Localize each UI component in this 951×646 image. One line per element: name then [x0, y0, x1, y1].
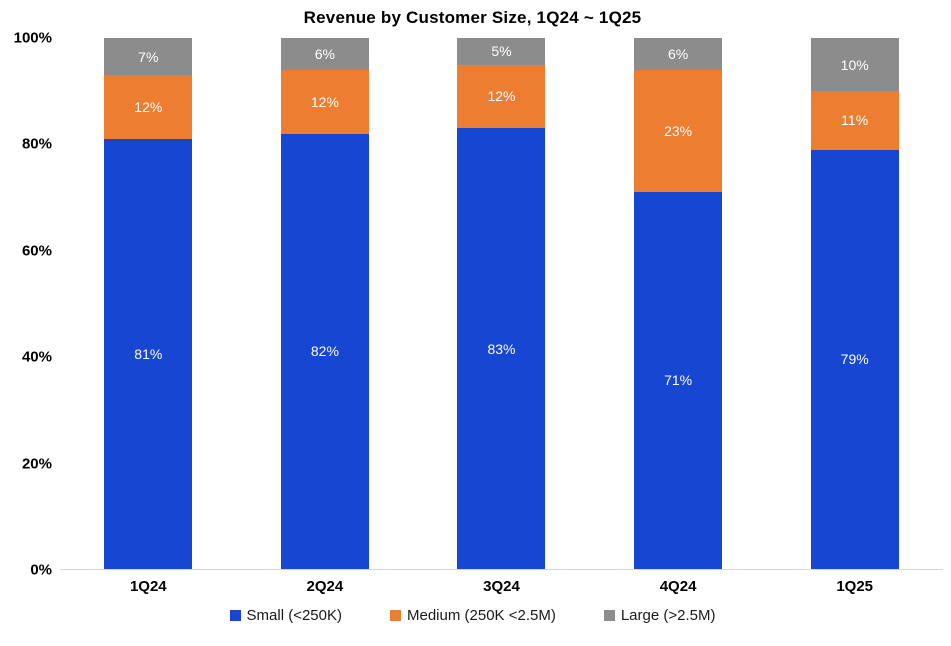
y-tick-label: 0% — [30, 561, 52, 579]
bar-segment: 6% — [280, 38, 369, 70]
bar-column-1q24: 7% 12% 81% — [60, 38, 237, 569]
segment-value-label: 10% — [840, 56, 869, 73]
bar-segment: 12% — [280, 69, 369, 134]
segment-value-label: 12% — [134, 99, 163, 116]
bar-column-2q24: 6% 12% 82% — [237, 38, 414, 569]
bar-segment: 5% — [457, 38, 546, 65]
x-tick-label: 2Q24 — [306, 578, 344, 595]
y-axis: 0% 20% 40% 60% 80% 100% — [2, 30, 60, 579]
segment-value-label: 12% — [310, 93, 339, 110]
x-axis-labels: 1Q24 2Q24 3Q24 4Q24 1Q25 — [60, 578, 943, 595]
bar-segment: 10% — [810, 38, 899, 92]
bar-segment: 79% — [810, 149, 899, 569]
segment-value-label: 23% — [664, 122, 693, 139]
bar-segment: 7% — [104, 38, 193, 76]
segment-value-label: 83% — [487, 340, 516, 357]
bar-segment: 71% — [634, 191, 723, 569]
legend-item: Medium (250K <2.5M) — [390, 607, 556, 624]
x-tick-label: 1Q24 — [129, 578, 167, 595]
legend-label: Large (>2.5M) — [620, 607, 716, 624]
legend-swatch-icon — [390, 610, 401, 621]
x-axis: 1Q24 2Q24 3Q24 4Q24 1Q25 — [2, 578, 943, 595]
segment-value-label: 79% — [840, 351, 869, 368]
segment-value-label: 7% — [138, 48, 159, 65]
bar-segment: 12% — [104, 75, 193, 139]
segment-value-label: 12% — [487, 88, 516, 105]
y-tick-label: 60% — [21, 242, 52, 260]
bar-segment: 82% — [280, 133, 369, 569]
bar-segment: 6% — [634, 38, 723, 70]
plot-area: 7% 12% 81% 6% 12% 82% 5% 12% 83% 6% 23% 71% 10% 11% 79… — [60, 38, 943, 570]
y-tick-label: 80% — [21, 135, 52, 153]
legend-label: Small (<250K) — [246, 607, 342, 624]
legend-item: Small (<250K) — [229, 607, 342, 624]
legend-label: Medium (250K <2.5M) — [407, 607, 556, 624]
stacked-bar: 5% 12% 83% — [457, 38, 546, 569]
x-tick-label: 1Q25 — [836, 578, 874, 595]
stacked-bar: 6% 12% 82% — [280, 38, 369, 569]
chart-title: Revenue by Customer Size, 1Q24 ~ 1Q25 — [303, 8, 642, 27]
segment-value-label: 81% — [134, 345, 163, 362]
bar-segment: 23% — [634, 69, 723, 192]
plot-row: 0% 20% 40% 60% 80% 100% 7% 12% 81% 6% 12% 82% 5% 12%… — [2, 30, 943, 579]
legend-item: Large (>2.5M) — [603, 607, 716, 624]
y-tick-label: 40% — [21, 348, 52, 366]
segment-value-label: 5% — [491, 43, 512, 60]
stacked-bar: 10% 11% 79% — [810, 38, 899, 569]
segment-value-label: 6% — [314, 45, 335, 62]
legend-swatch-icon — [603, 610, 615, 621]
stacked-bar: 6% 23% 71% — [634, 38, 723, 569]
x-tick-label: 4Q24 — [659, 578, 697, 595]
bar-segment: 83% — [457, 128, 546, 569]
y-tick-label: 20% — [21, 455, 52, 473]
segment-value-label: 71% — [664, 372, 693, 389]
bar-column-3q24: 5% 12% 83% — [413, 38, 590, 569]
x-tick-label: 3Q24 — [483, 578, 520, 595]
segment-value-label: 11% — [841, 112, 869, 129]
bar-segment: 81% — [104, 138, 193, 569]
segment-value-label: 82% — [310, 343, 339, 360]
legend: Small (<250K) Medium (250K <2.5M) Large (>… — [2, 607, 943, 624]
legend-swatch-icon — [229, 610, 241, 621]
bar-segment: 11% — [810, 91, 899, 150]
bar-segment: 12% — [457, 64, 546, 129]
stacked-bar: 7% 12% 81% — [104, 38, 193, 569]
bar-column-1q25: 10% 11% 79% — [766, 38, 943, 569]
segment-value-label: 6% — [667, 45, 689, 62]
x-axis-spacer — [2, 578, 60, 595]
bar-column-4q24: 6% 23% 71% — [590, 38, 767, 569]
y-tick-label: 100% — [13, 29, 52, 47]
